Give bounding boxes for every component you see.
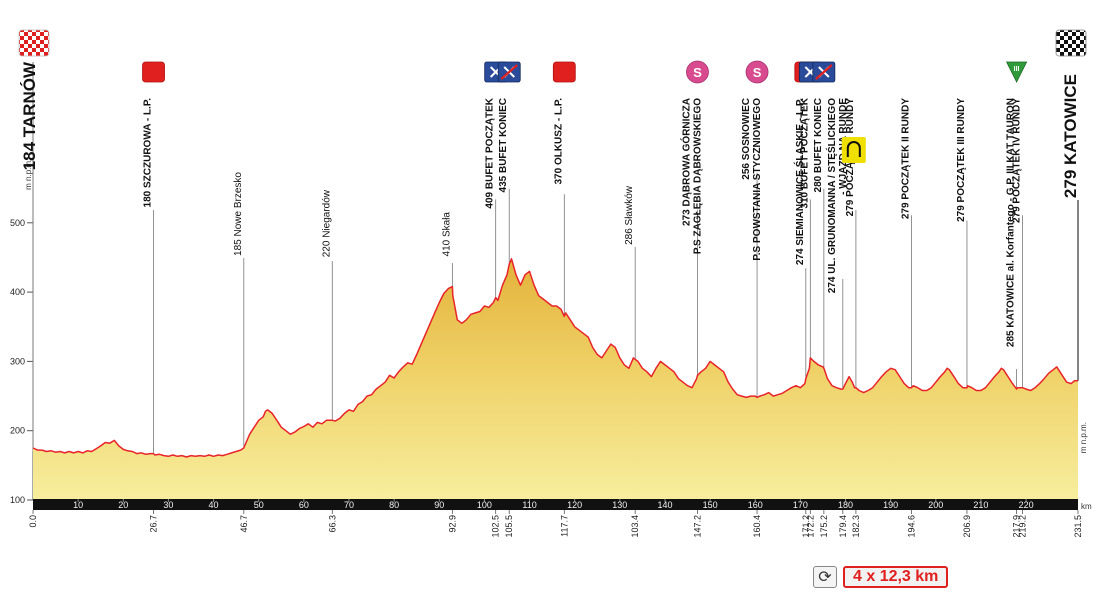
km-axis-label: 105.5: [504, 515, 514, 538]
km-tick-label: 130: [612, 500, 627, 510]
km-bar: 10 20 30 40 50 60 70 80 90 100 110 120 130 140 150 160 1…: [33, 499, 1092, 511]
start-city-label: 184 TARNÓW: [20, 61, 39, 170]
circuit-arc-glyph: [846, 141, 861, 157]
km-tick-label: 210: [973, 500, 988, 510]
y-tick-label: 100: [10, 495, 25, 505]
marker-label: 370 OLKUSZ - L.P.: [553, 98, 564, 185]
km-axis-label: 103.4: [630, 515, 640, 538]
elevation-line: [32, 258, 1078, 458]
km-axis-label: 172.2: [805, 515, 815, 538]
km-tick-label: 150: [703, 500, 718, 510]
km-tick-label: 170: [793, 500, 808, 510]
km-tick-label: 180: [838, 500, 853, 510]
elevation-fill: [33, 258, 1078, 500]
marker-label: 279 POCZĄTEK IV RUNDY: [1011, 98, 1022, 223]
km-axis-label: 147.2: [692, 515, 702, 538]
mountain-classification-icon: [1005, 61, 1028, 83]
km-axis-label: 0.0: [28, 515, 38, 528]
km-axis-label: 206.9: [962, 515, 972, 538]
start-flag-icon: [18, 29, 50, 57]
marker-label: 256 SOSNOWIEC: [741, 98, 752, 180]
marker-label: 286 Sławków: [624, 185, 635, 245]
sprint-icon: [552, 61, 576, 83]
marker-label: 274 UL. GRUNOMANNA / STĘŚLICKIEGO: [825, 98, 838, 293]
marker-label: 435 BUFET KONIEC: [498, 98, 509, 192]
marker-label: 409 BUFET POCZĄTEK: [485, 97, 496, 208]
circuit-entry-icon: [841, 137, 866, 163]
km-tick-label: 200: [928, 500, 943, 510]
marker-label: 274 SIEMIANOWICE ŚLĄSKIE - L.P.: [793, 98, 806, 265]
bonus-sprint-icon: [745, 60, 769, 84]
km-axis-label: 160.4: [752, 515, 762, 538]
km-axis-label: 217.9: [1012, 515, 1022, 538]
km-axis-label: 219.2: [1017, 515, 1027, 538]
marker-label: 280 BUFET KONIEC: [813, 98, 824, 192]
y-tick-label: 300: [10, 356, 25, 366]
km-unit: km: [1081, 502, 1092, 511]
bonus-sprint-letter: S: [693, 65, 702, 80]
elevation-area: [32, 258, 1078, 500]
km-axis-label: 182.3: [851, 515, 861, 538]
marker-label: 410 Skała: [441, 212, 452, 257]
strike-glyph: [500, 64, 518, 80]
km-axis-label: 92.9: [447, 515, 457, 533]
km-axis-label: 102.5: [491, 515, 501, 538]
marker-label-secondary: P.S POWSTANIA STYCZNIOWEGO: [752, 98, 763, 261]
km-tick-label: 70: [344, 500, 354, 510]
km-tick-label: 10: [73, 500, 83, 510]
marker-label: 310 BUFET POCZĄTEK: [799, 97, 810, 208]
km-tick-label: 140: [657, 500, 672, 510]
sprint-icon: [142, 61, 165, 83]
km-tick-label: 190: [883, 500, 898, 510]
y-tick-label: 500: [10, 218, 25, 228]
refresh-icon: ⟳: [813, 566, 837, 588]
km-axis-label: 231.5: [1073, 515, 1083, 538]
marker-label: 180 SZCZUROWA - L.P.: [143, 98, 154, 208]
km-tick-label: 90: [434, 500, 444, 510]
km-axis-label: 194.6: [906, 515, 916, 538]
strike-glyph: [815, 64, 833, 80]
km-tick-label: 50: [254, 500, 264, 510]
y-axis-label: m n.p.m.: [24, 159, 33, 190]
marker-label: 185 Nowe Brzesko: [233, 172, 244, 256]
km-tick-label: 20: [118, 500, 128, 510]
marker-label: 273 DĄBROWA GÓRNICZA: [679, 98, 692, 226]
marker-label: 279 POCZĄTEK II RUNDY: [900, 98, 911, 219]
lap-info-box: ⟳ 4 x 12,3 km: [813, 566, 949, 588]
finish-flag-icon: [1055, 29, 1087, 57]
km-tick-label: 100: [477, 500, 492, 510]
km-bar-rect: [33, 499, 1078, 510]
km-tick-label: 80: [389, 500, 399, 510]
mountain-category-glyph: III: [1014, 66, 1020, 73]
km-axis-label: 179.4: [838, 515, 848, 538]
y-axis-label-right: m n.p.m.: [1079, 422, 1088, 453]
km-tick-label: 40: [209, 500, 219, 510]
marker-label: 285 KATOWICE al. Korfantego - G.P. III K…: [1006, 98, 1017, 347]
km-tick-label: 120: [567, 500, 582, 510]
km-tick-label: 30: [163, 500, 173, 510]
marker-label: 220 Niegardów: [321, 189, 332, 257]
km-axis-label: 66.3: [327, 515, 337, 533]
km-axis-label: 46.7: [239, 515, 249, 533]
marker-icons: S S III: [18, 29, 1087, 163]
bonus-sprint-icon: [686, 60, 709, 84]
km-tick-label: 160: [748, 500, 763, 510]
marker-label-secondary: P.S ZAGŁĘBIA DĄBROWSKIEGO: [692, 98, 703, 254]
km-axis-labels: 0.0 26.7 46.7 66.3 92.9 102.5 105.5 117.7 103.4 1…: [28, 510, 1083, 538]
bonus-sprint-letter: S: [753, 65, 762, 80]
km-axis-label: 26.7: [149, 515, 159, 533]
km-tick-label: 60: [299, 500, 309, 510]
marker-label: 279 POCZĄTEK III RUNDY: [956, 98, 967, 222]
km-tick-label: 220: [1019, 500, 1034, 510]
finish-city-label: 279 KATOWICE: [1061, 74, 1080, 198]
y-tick-label: 400: [10, 287, 25, 297]
km-axis-label: 117.7: [559, 515, 569, 537]
km-tick-label: 110: [522, 500, 536, 510]
km-axis-label: 171.2: [801, 515, 811, 538]
lap-info-text: 4 x 12,3 km: [843, 566, 949, 588]
y-tick-label: 200: [10, 426, 25, 436]
km-axis-label: 175.2: [819, 515, 829, 538]
